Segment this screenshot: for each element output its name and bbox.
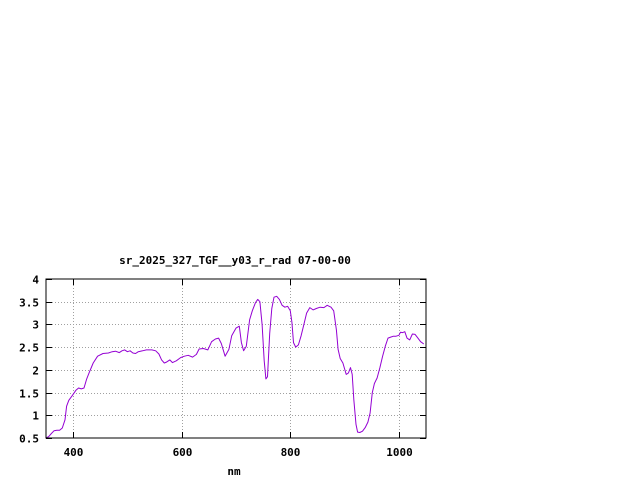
y-tick-label: 1.5: [19, 388, 39, 401]
x-axis-label: nm: [227, 465, 241, 478]
y-tick-label: 3.5: [19, 297, 39, 310]
chart-title: sr_2025_327_TGF__y03_r_rad 07-00-00: [119, 254, 351, 267]
grid-lines: [46, 279, 426, 438]
series-line: [45, 295, 425, 439]
x-tick-label: 600: [173, 446, 193, 459]
y-tick-label: 2.5: [19, 342, 39, 355]
y-tick-label: 4: [32, 274, 39, 287]
x-tick-label: 1000: [386, 446, 413, 459]
plot-frame: [45, 278, 427, 439]
y-tick-label: 2: [32, 365, 39, 378]
y-tick-label: 1: [32, 410, 39, 423]
x-tick-label: 800: [281, 446, 301, 459]
y-tick-label: 3: [32, 319, 39, 332]
tick-labels: 400 600 800 1000 0.5 1 1.5 2 2.5 3 3.5 4: [19, 274, 413, 460]
series-layer: [45, 295, 425, 439]
x-tick-label: 400: [64, 446, 84, 459]
y-tick-label: 0.5: [19, 433, 39, 446]
